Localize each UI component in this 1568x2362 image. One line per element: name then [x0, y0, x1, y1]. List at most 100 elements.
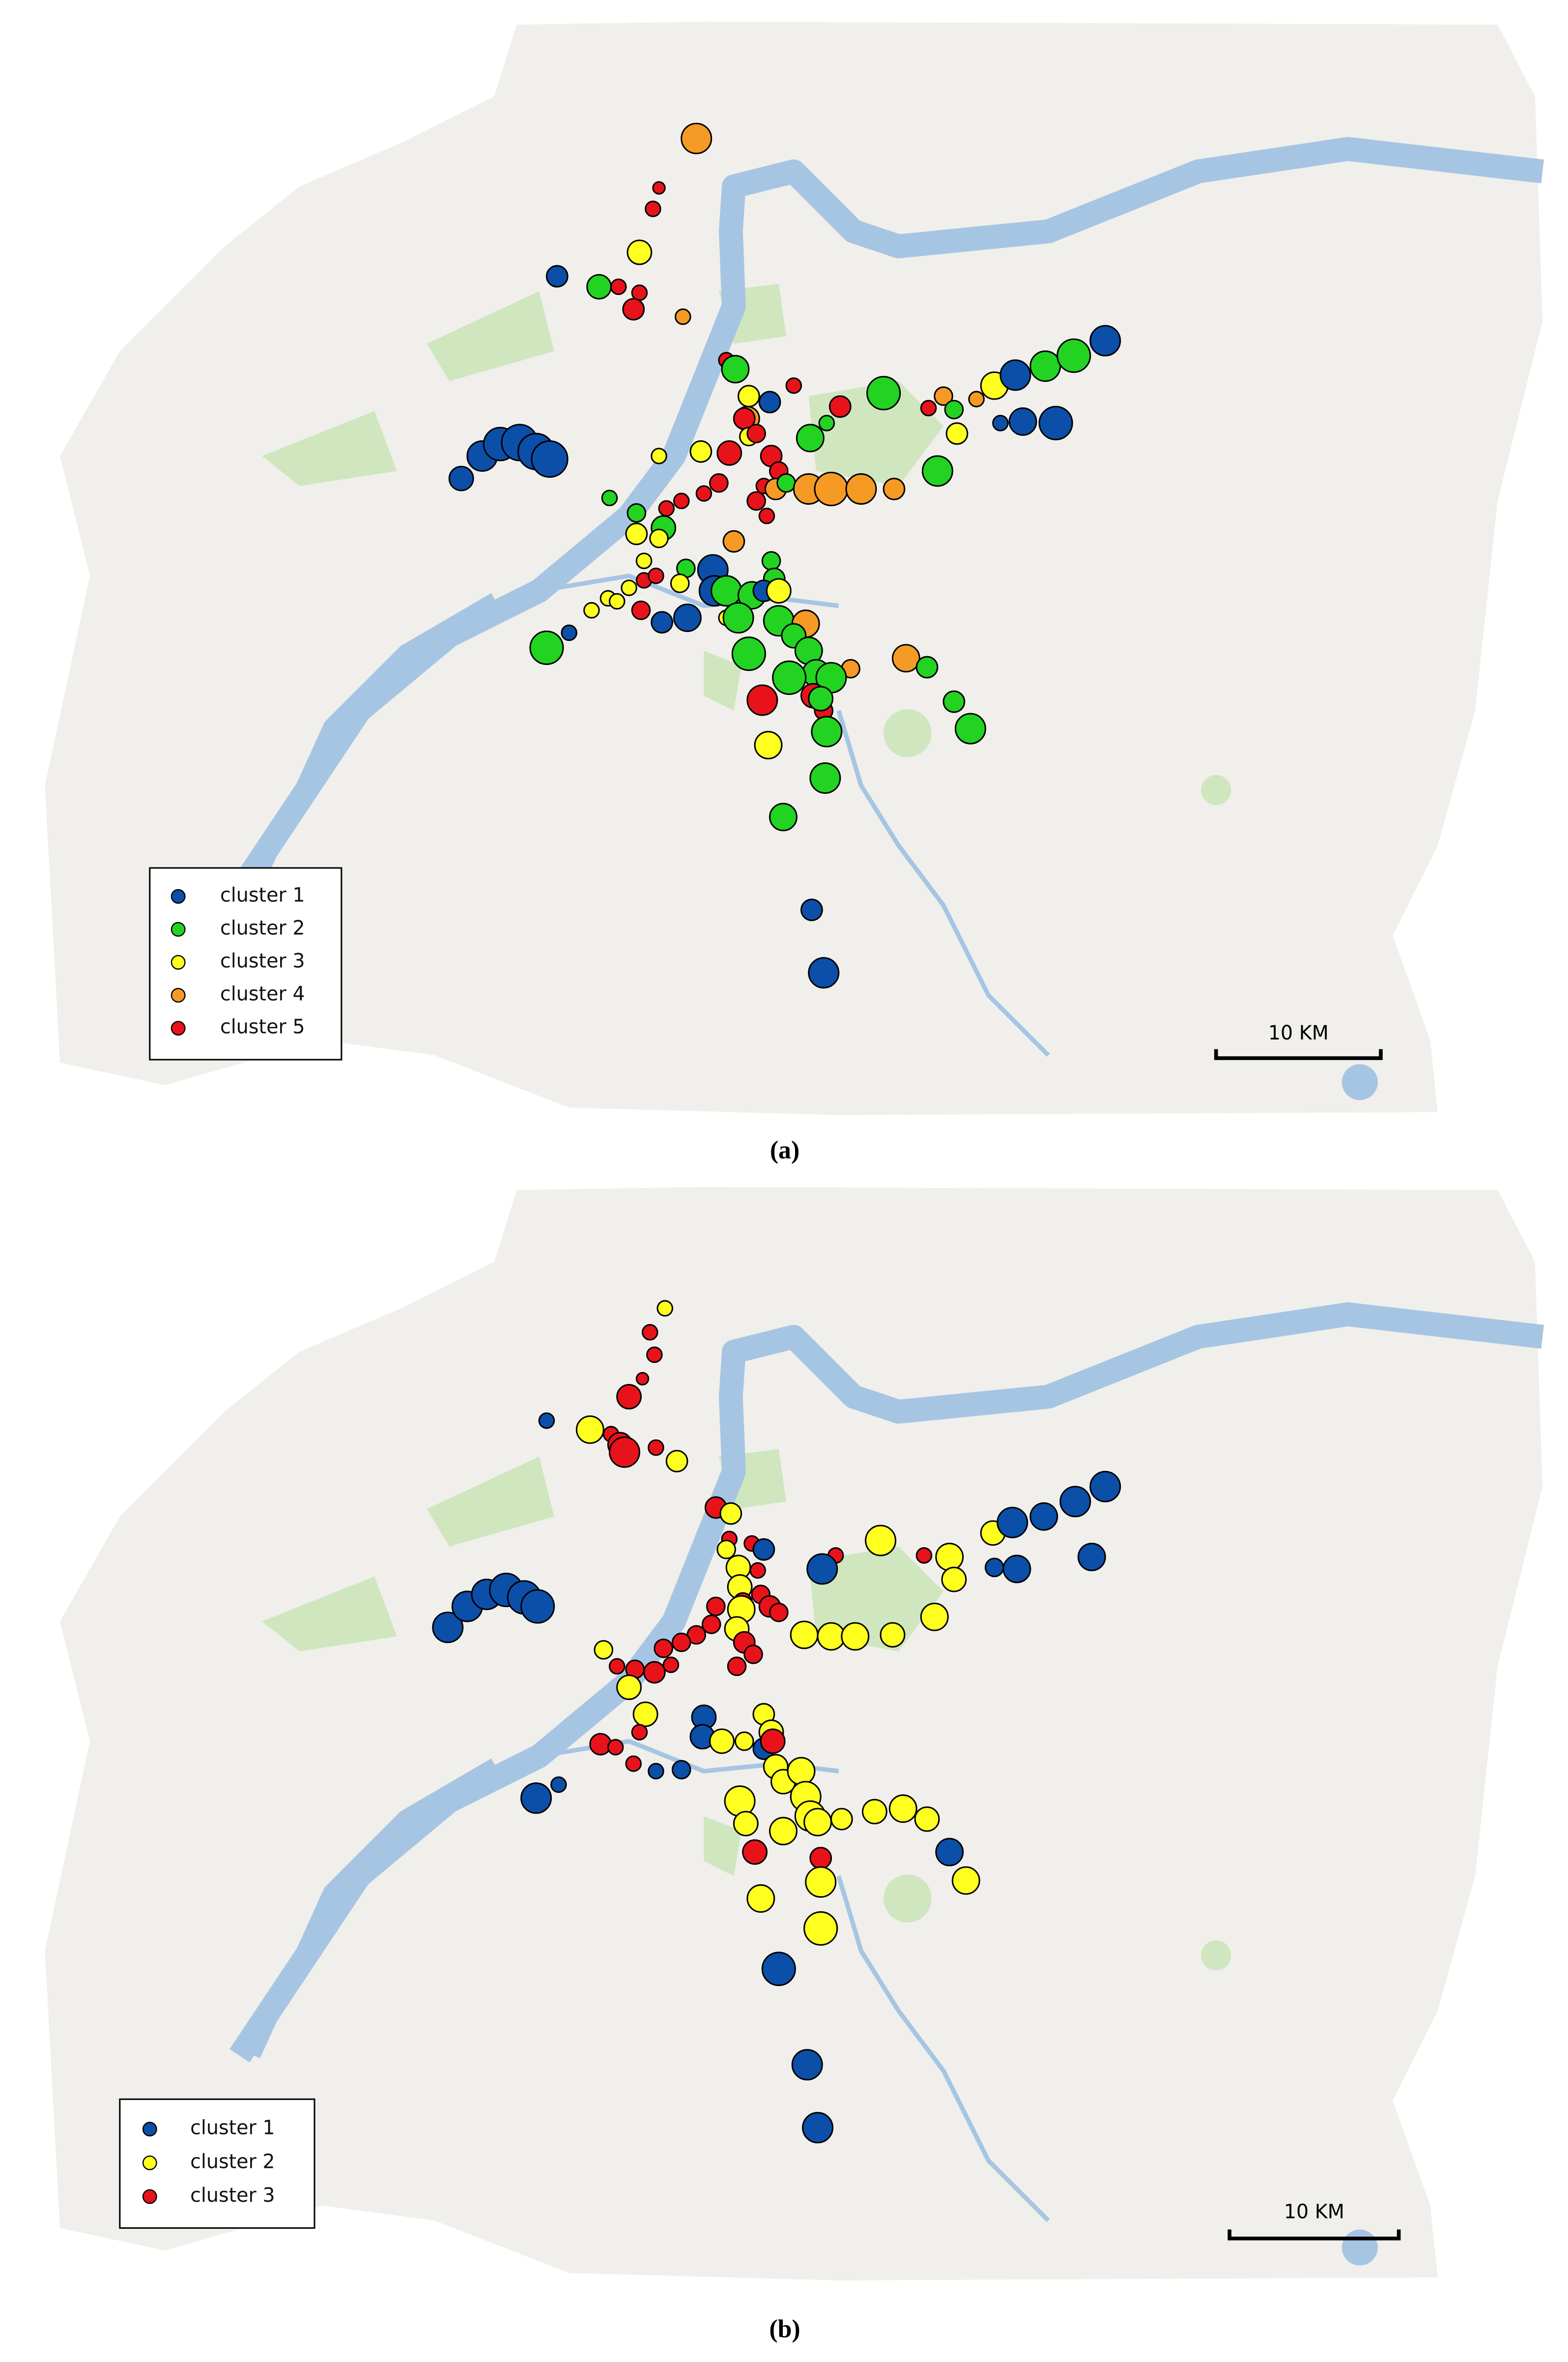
cluster-marker [841, 1622, 870, 1651]
cluster-marker [701, 1614, 721, 1634]
cluster-marker [550, 1776, 567, 1793]
cluster-marker [814, 471, 849, 506]
cluster-marker [545, 265, 569, 288]
cluster-marker [785, 377, 802, 394]
cluster-marker [761, 1952, 796, 1987]
cluster-marker [724, 1785, 756, 1817]
cluster-marker [800, 898, 823, 922]
cluster-marker [608, 593, 626, 610]
cluster-marker [648, 567, 664, 584]
cluster-marker [656, 1300, 673, 1317]
legend-marker [142, 2189, 157, 2204]
cluster-marker [803, 1808, 832, 1837]
cluster-marker [1077, 1543, 1106, 1571]
cluster-marker [942, 690, 966, 713]
legend-label: cluster 2 [220, 917, 305, 939]
legend-label: cluster 5 [220, 1016, 305, 1038]
legend-label: cluster 3 [190, 2184, 275, 2207]
cluster-marker [607, 1739, 624, 1756]
cluster-marker [766, 578, 792, 604]
cluster-marker [632, 1701, 658, 1727]
cluster-marker [746, 684, 778, 716]
cluster-marker [883, 478, 906, 500]
cluster-marker [635, 552, 653, 569]
cluster-marker [675, 308, 691, 325]
cluster-marker [772, 660, 807, 695]
cluster-marker [1089, 325, 1121, 357]
cluster-marker [944, 400, 964, 420]
cluster-marker [997, 1506, 1028, 1538]
cluster-marker [711, 575, 742, 607]
cluster-marker [1029, 1502, 1058, 1531]
panel-caption: (a) [770, 1136, 799, 1164]
legend-label: cluster 3 [220, 950, 305, 973]
cluster-marker [583, 602, 600, 619]
cluster-marker [999, 359, 1031, 391]
legend-label: cluster 1 [190, 2117, 275, 2139]
cluster-marker [648, 1439, 664, 1456]
cluster-marker [888, 1794, 917, 1823]
scale-label: 10 KM [1284, 2200, 1344, 2223]
cluster-marker [645, 201, 661, 217]
cluster-marker [709, 1728, 735, 1754]
cluster-marker [769, 803, 798, 832]
cluster-marker [622, 298, 645, 321]
cluster-marker [1029, 350, 1061, 382]
cluster-marker [709, 473, 729, 493]
cluster-marker [722, 602, 754, 634]
cluster-marker [818, 415, 835, 432]
cluster-marker [791, 2049, 823, 2081]
cluster-marker [817, 1622, 846, 1651]
cluster-marker [721, 355, 750, 384]
cluster-marker [586, 274, 612, 300]
cluster-marker [865, 1525, 897, 1556]
cluster-marker [934, 386, 953, 406]
cluster-marker [631, 284, 648, 301]
cluster-marker [662, 1656, 680, 1673]
cluster-marker [1056, 338, 1091, 373]
cluster-marker [746, 491, 766, 511]
cluster-marker [743, 1644, 763, 1664]
cluster-marker [608, 1436, 640, 1468]
cluster-marker [915, 656, 939, 679]
legend-label: cluster 1 [220, 884, 305, 906]
cluster-marker [809, 1846, 832, 1870]
cluster-marker [746, 424, 766, 443]
cluster-marker [575, 1415, 604, 1444]
cluster-marker [920, 400, 937, 417]
cluster-marker [808, 957, 840, 989]
cluster-marker [1008, 407, 1037, 436]
cluster-marker [920, 1602, 949, 1631]
cluster-marker [761, 551, 781, 571]
cluster-marker [787, 1757, 816, 1786]
panel-caption: (b) [769, 2315, 800, 2343]
cluster-marker [830, 1808, 853, 1831]
cluster-marker [806, 1553, 838, 1585]
scale-bar [1214, 1049, 1383, 1060]
cluster-marker [673, 492, 690, 510]
cluster-marker [610, 278, 627, 295]
cluster-marker [760, 1728, 786, 1754]
cluster-marker [627, 239, 653, 265]
legend-marker [171, 988, 186, 1003]
cluster-marker [616, 1383, 642, 1410]
cluster-marker [811, 716, 843, 748]
cluster-marker [654, 1639, 673, 1658]
cluster-marker [635, 1372, 650, 1386]
cluster-marker [641, 1324, 658, 1341]
cluster-marker [790, 1620, 819, 1649]
cluster-marker [968, 391, 985, 407]
legend-marker [171, 955, 186, 970]
cluster-marker [769, 1602, 789, 1622]
cluster-marker [845, 473, 877, 505]
cluster-marker [448, 465, 474, 491]
cluster-marker [520, 1782, 552, 1814]
cluster-marker [746, 1884, 775, 1913]
cluster-marker [520, 1589, 555, 1624]
legend-marker [142, 2155, 157, 2170]
cluster-marker [1059, 1486, 1091, 1518]
cluster-marker [731, 636, 766, 671]
cluster-marker [796, 424, 825, 453]
cluster-marker [891, 644, 920, 673]
cluster-marker [658, 500, 675, 517]
